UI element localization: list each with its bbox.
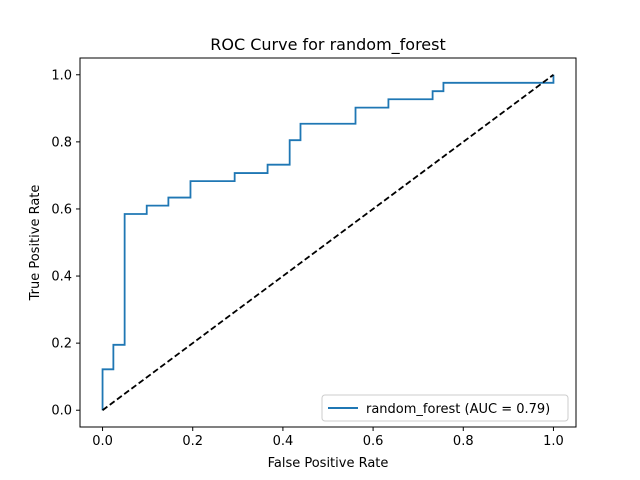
x-tick-label: 0.0: [92, 434, 113, 449]
y-tick-label: 1.0: [51, 68, 72, 83]
x-tick-label: 0.2: [182, 434, 203, 449]
y-tick-label: 0.8: [51, 135, 72, 150]
roc-curve-line: [101, 74, 555, 411]
x-tick-label: 1.0: [543, 434, 564, 449]
x-axis-label: False Positive Rate: [268, 456, 389, 471]
legend-label: random_forest (AUC = 0.79): [366, 402, 550, 417]
legend: random_forest (AUC = 0.79): [321, 394, 569, 422]
x-tick-label: 0.8: [453, 434, 474, 449]
y-tick-label: 0.2: [51, 337, 72, 352]
x-tick-label: 0.6: [363, 434, 384, 449]
y-tick-label: 0.6: [51, 202, 72, 217]
diagonal-reference-line: [102, 74, 554, 411]
legend-box: [321, 394, 569, 422]
chart-title: ROC Curve for random_forest: [210, 35, 446, 55]
y-tick-label: 0.4: [51, 270, 72, 285]
axes-frame: [79, 57, 577, 428]
y-axis-label: True Positive Rate: [28, 185, 43, 302]
plot-area: [101, 74, 555, 411]
x-tick-label: 0.4: [273, 434, 294, 449]
y-tick-label: 0.0: [51, 404, 72, 419]
axis-ticks: 0.0 0.2 0.4 0.6 0.8 1.0 0.0 0.2 0.4 0.6 0.8 1.0: [51, 68, 563, 449]
